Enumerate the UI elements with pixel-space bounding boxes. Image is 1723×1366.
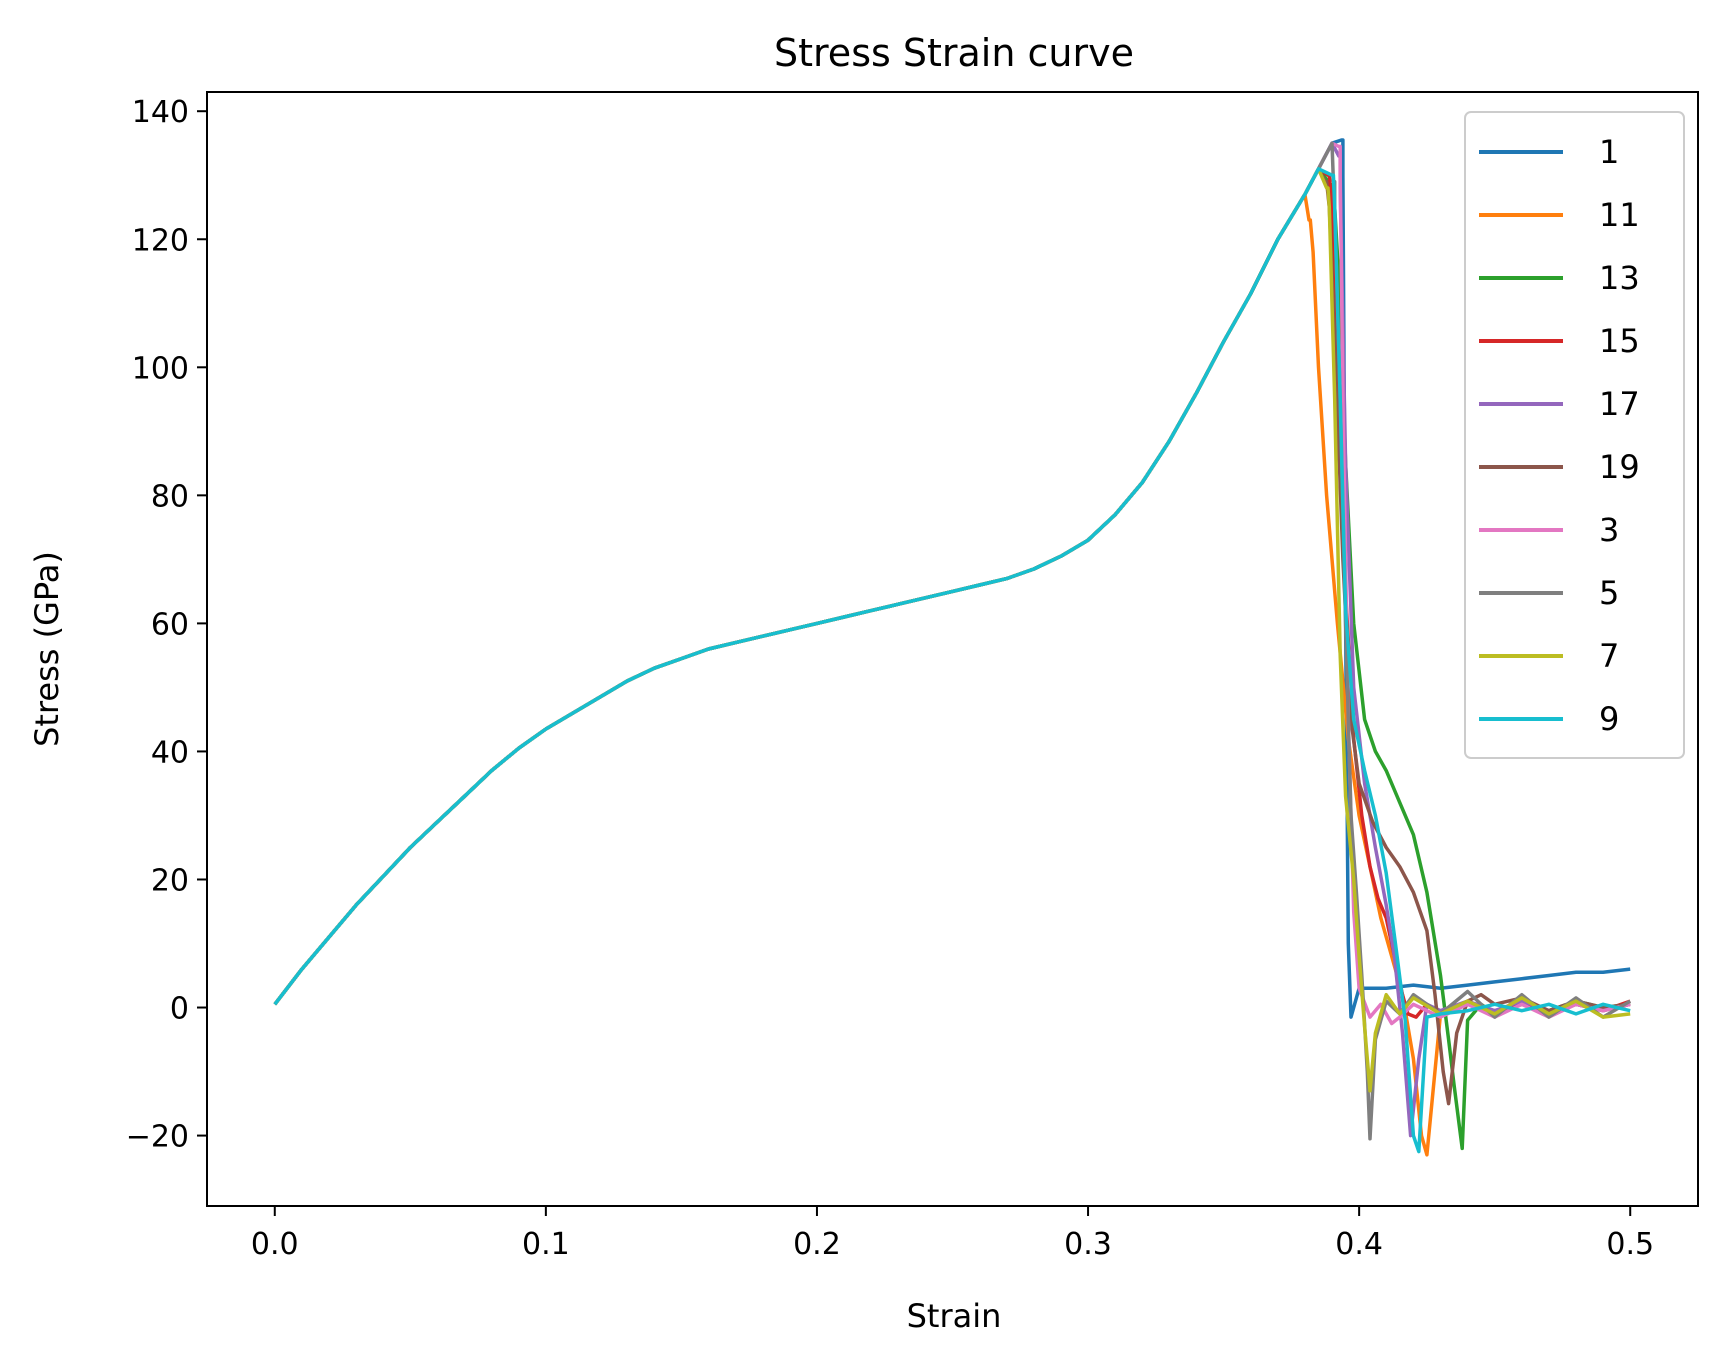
x-tick-label: 0.2 [793,1227,841,1262]
x-axis: 0.0 0.1 0.2 0.3 0.4 0.5 [251,1206,1654,1262]
x-tick-label: 0.5 [1606,1227,1654,1262]
series-line-5 [273,141,1632,1141]
legend-label: 11 [1599,196,1640,234]
legend-label: 7 [1599,637,1619,675]
y-tick-label: 60 [151,607,189,642]
y-axis: −20 0 20 40 60 80 100 120 140 [126,95,207,1155]
y-tick-label: 0 [170,992,189,1027]
legend-label: 5 [1599,574,1619,612]
series-line-7 [273,167,1631,1093]
x-tick-label: 0.3 [1064,1227,1112,1262]
y-tick-label: 80 [151,479,189,514]
x-tick-label: 0.4 [1335,1227,1383,1262]
y-axis-label: Stress (GPa) [28,551,66,747]
series-layer [273,138,1632,1157]
x-tick-label: 0.0 [251,1227,299,1262]
y-tick-label: −20 [126,1120,189,1155]
legend-label: 13 [1599,259,1640,297]
plot-area-frame [206,91,1699,1207]
legend-label: 17 [1599,385,1640,423]
x-axis-label: Strain [907,1297,1002,1335]
legend-label: 3 [1599,511,1619,549]
x-tick-label: 0.1 [522,1227,570,1262]
legend-box [1464,111,1685,759]
legend-label: 15 [1599,322,1640,360]
legend-label: 1 [1599,133,1619,171]
series-line-9 [273,167,1631,1154]
y-tick-label: 40 [151,735,189,770]
series-line-13 [273,167,1631,1151]
series-line-19 [273,167,1631,1106]
legend-label: 19 [1599,448,1640,486]
y-tick-label: 140 [132,95,189,130]
y-tick-label: 20 [151,863,189,898]
legend-label: 9 [1599,700,1619,738]
y-tick-label: 100 [132,351,189,386]
chart-title: Stress Strain curve [774,31,1134,75]
y-tick-label: 120 [132,223,189,258]
